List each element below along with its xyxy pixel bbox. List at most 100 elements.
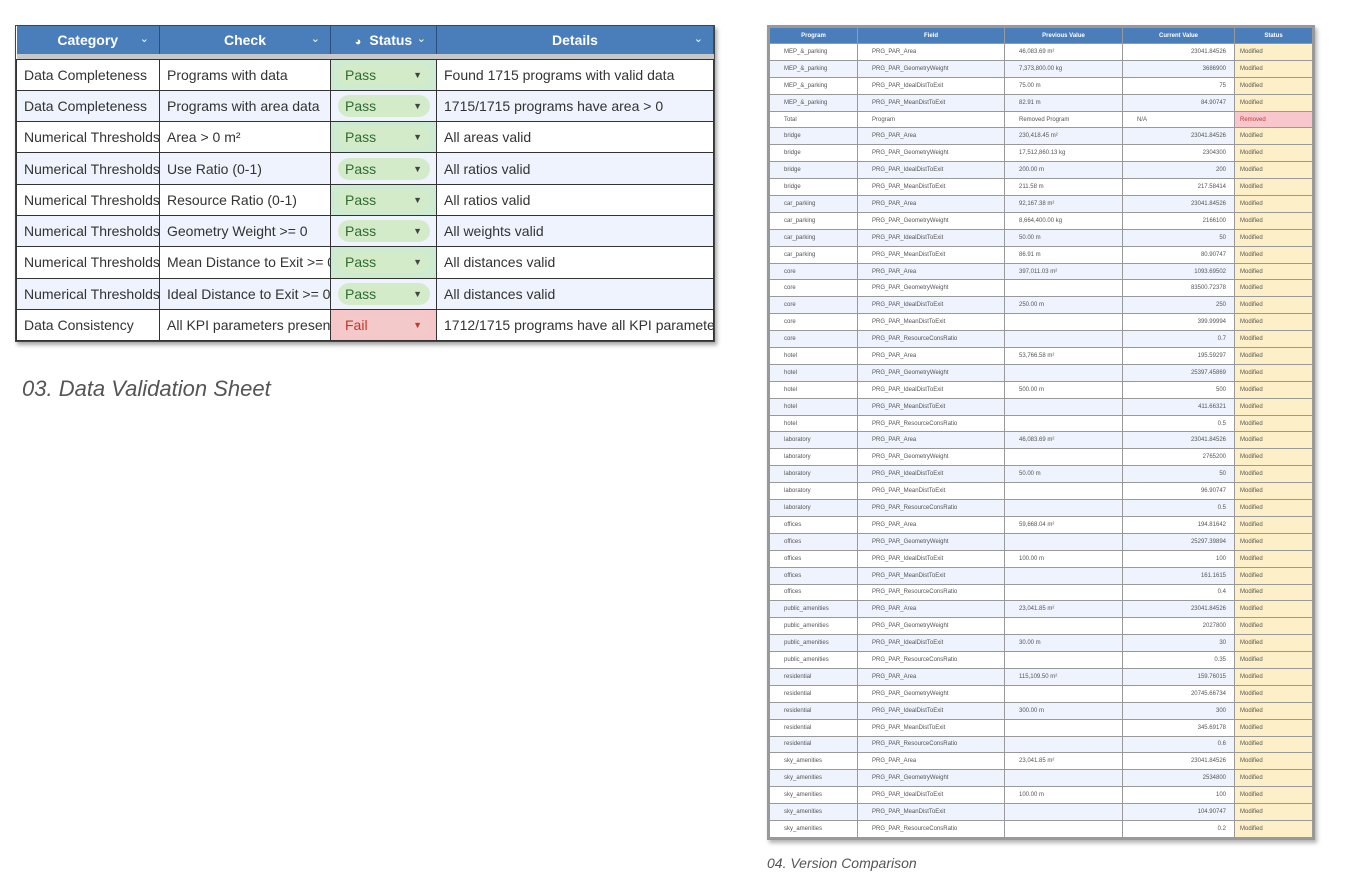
previous-value-cell[interactable] (1004, 684, 1123, 703)
details-cell[interactable]: All weights valid (436, 214, 714, 248)
status-cell[interactable]: Modified (1234, 600, 1313, 619)
previous-value-cell[interactable] (1004, 819, 1123, 838)
header-previous-value[interactable]: Previous Value (1004, 27, 1123, 44)
field-cell[interactable]: PRG_PAR_MeanDistToExit (857, 718, 1005, 737)
current-value-cell[interactable]: 200 (1122, 161, 1235, 180)
status-cell[interactable]: Modified (1234, 296, 1313, 315)
field-cell[interactable]: PRG_PAR_IdealDistToExit (857, 380, 1005, 399)
program-cell[interactable]: residential (769, 667, 858, 686)
status-cell[interactable]: Modified (1234, 380, 1313, 399)
status-cell[interactable]: Modified (1234, 414, 1313, 433)
field-cell[interactable]: PRG_PAR_Area (857, 43, 1005, 61)
program-cell[interactable]: sky_amenities (769, 769, 858, 788)
previous-value-cell[interactable]: 23,041.85 m² (1004, 752, 1123, 771)
status-cell[interactable]: Pass ▼ (330, 58, 437, 91)
category-cell[interactable]: Numerical Thresholds (16, 214, 160, 248)
program-cell[interactable]: laboratory (769, 465, 858, 484)
previous-value-cell[interactable]: 7,373,800.00 kg (1004, 59, 1123, 78)
program-cell[interactable]: public_amenities (769, 600, 858, 619)
status-cell[interactable]: Modified (1234, 515, 1313, 534)
previous-value-cell[interactable]: 250.00 m (1004, 296, 1123, 315)
program-cell[interactable]: bridge (769, 127, 858, 146)
previous-value-cell[interactable] (1004, 499, 1123, 517)
current-value-cell[interactable]: 23041.84526 (1122, 600, 1235, 619)
status-dropdown[interactable]: Pass ▼ (338, 251, 430, 274)
program-cell[interactable]: core (769, 330, 858, 349)
status-cell[interactable]: Modified (1234, 482, 1313, 501)
program-cell[interactable]: car_parking (769, 195, 858, 213)
current-value-cell[interactable]: 0.5 (1122, 499, 1235, 517)
category-cell[interactable]: Numerical Thresholds (16, 246, 160, 279)
field-cell[interactable]: PRG_PAR_Area (857, 347, 1005, 365)
status-cell[interactable]: Modified (1234, 718, 1313, 737)
previous-value-cell[interactable]: Removed Program (1004, 110, 1123, 129)
previous-value-cell[interactable] (1004, 532, 1123, 551)
status-cell[interactable]: Modified (1234, 566, 1313, 585)
header-check[interactable]: Check ⌄ (159, 26, 331, 54)
field-cell[interactable]: PRG_PAR_ResourceConsRatio (857, 651, 1005, 669)
dropdown-arrow-icon[interactable]: ▼ (413, 257, 422, 268)
field-cell[interactable]: PRG_PAR_MeanDistToExit (857, 566, 1005, 585)
field-cell[interactable]: PRG_PAR_GeometryWeight (857, 363, 1005, 382)
status-cell[interactable]: Modified (1234, 786, 1313, 805)
status-cell[interactable]: Modified (1234, 397, 1313, 416)
previous-value-cell[interactable]: 46,083.69 m² (1004, 43, 1123, 61)
field-cell[interactable]: PRG_PAR_IdealDistToExit (857, 549, 1005, 568)
status-cell[interactable]: Fail ▼ (330, 308, 437, 342)
current-value-cell[interactable]: 23041.84526 (1122, 195, 1235, 213)
dropdown-arrow-icon[interactable]: ▼ (413, 194, 422, 205)
field-cell[interactable]: PRG_PAR_MeanDistToExit (857, 482, 1005, 501)
field-cell[interactable]: PRG_PAR_Area (857, 515, 1005, 534)
category-cell[interactable]: Data Consistency (16, 308, 160, 342)
chevron-down-icon[interactable]: ⌄ (416, 33, 426, 45)
field-cell[interactable]: PRG_PAR_GeometryWeight (857, 532, 1005, 551)
field-cell[interactable]: PRG_PAR_Area (857, 262, 1005, 281)
status-dropdown[interactable]: Pass ▼ (338, 188, 430, 211)
category-cell[interactable]: Data Completeness (16, 89, 160, 123)
previous-value-cell[interactable] (1004, 279, 1123, 298)
program-cell[interactable]: hotel (769, 414, 858, 433)
previous-value-cell[interactable] (1004, 735, 1123, 754)
current-value-cell[interactable]: 0.2 (1122, 819, 1235, 838)
field-cell[interactable]: PRG_PAR_IdealDistToExit (857, 296, 1005, 315)
current-value-cell[interactable]: 30 (1122, 634, 1235, 653)
previous-value-cell[interactable]: 50.00 m (1004, 228, 1123, 247)
current-value-cell[interactable]: 20745.66734 (1122, 684, 1235, 703)
category-cell[interactable]: Numerical Thresholds (16, 152, 160, 185)
status-cell[interactable]: Modified (1234, 532, 1313, 551)
previous-value-cell[interactable]: 75.00 m (1004, 76, 1123, 95)
field-cell[interactable]: PRG_PAR_ResourceConsRatio (857, 583, 1005, 602)
previous-value-cell[interactable] (1004, 482, 1123, 501)
current-value-cell[interactable]: 1093.69502 (1122, 262, 1235, 281)
field-cell[interactable]: PRG_PAR_GeometryWeight (857, 684, 1005, 703)
previous-value-cell[interactable] (1004, 397, 1123, 416)
dropdown-arrow-icon[interactable]: ▼ (413, 132, 422, 143)
previous-value-cell[interactable] (1004, 583, 1123, 602)
status-dropdown[interactable]: Pass ▼ (338, 282, 430, 305)
current-value-cell[interactable]: 25397.45869 (1122, 363, 1235, 382)
field-cell[interactable]: Program (857, 110, 1005, 129)
program-cell[interactable]: bridge (769, 178, 858, 197)
program-cell[interactable]: public_amenities (769, 651, 858, 669)
field-cell[interactable]: PRG_PAR_IdealDistToExit (857, 634, 1005, 653)
field-cell[interactable]: PRG_PAR_ResourceConsRatio (857, 819, 1005, 838)
status-cell[interactable]: Modified (1234, 228, 1313, 247)
status-cell[interactable]: Modified (1234, 667, 1313, 686)
dropdown-arrow-icon[interactable]: ▼ (413, 226, 422, 237)
header-status[interactable]: Status (1234, 27, 1313, 44)
status-cell[interactable]: Modified (1234, 195, 1313, 213)
status-cell[interactable]: Modified (1234, 363, 1313, 382)
previous-value-cell[interactable]: 100.00 m (1004, 549, 1123, 568)
field-cell[interactable]: PRG_PAR_GeometryWeight (857, 448, 1005, 467)
field-cell[interactable]: PRG_PAR_MeanDistToExit (857, 178, 1005, 197)
status-cell[interactable]: Modified (1234, 279, 1313, 298)
current-value-cell[interactable]: 83500.72378 (1122, 279, 1235, 298)
status-dropdown[interactable]: Pass ▼ (338, 220, 430, 243)
field-cell[interactable]: PRG_PAR_IdealDistToExit (857, 161, 1005, 180)
field-cell[interactable]: PRG_PAR_GeometryWeight (857, 144, 1005, 163)
header-details[interactable]: Details ⌄ (436, 26, 714, 54)
status-cell[interactable]: Modified (1234, 651, 1313, 669)
current-value-cell[interactable]: 500 (1122, 380, 1235, 399)
previous-value-cell[interactable] (1004, 651, 1123, 669)
check-cell[interactable]: Programs with data (159, 58, 331, 91)
